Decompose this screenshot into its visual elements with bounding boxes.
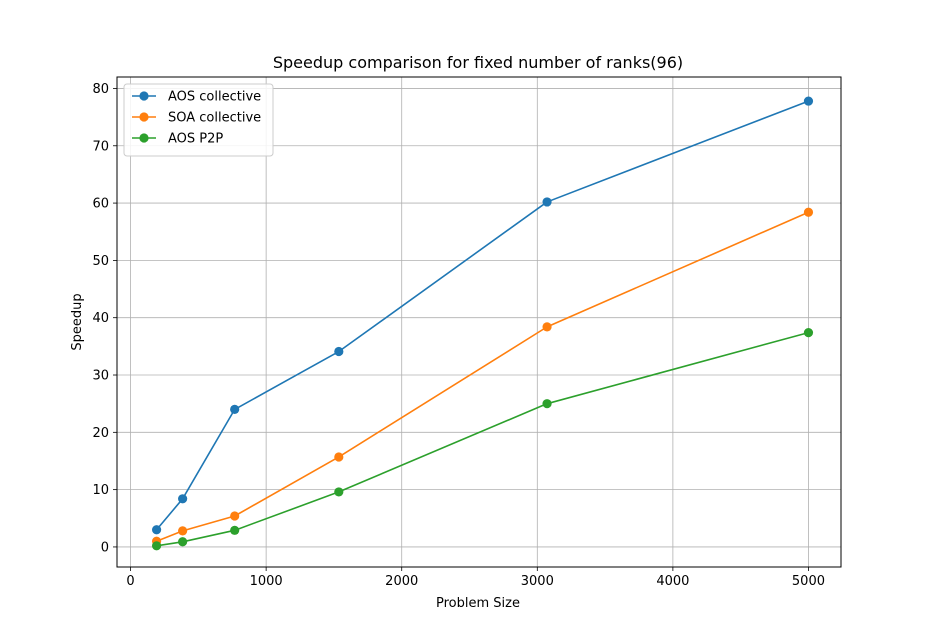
x-tick-label: 0 — [126, 574, 134, 589]
y-tick-label: 80 — [92, 82, 109, 97]
x-tick-label: 4000 — [656, 574, 689, 589]
data-point — [542, 322, 552, 332]
data-point — [334, 487, 344, 497]
x-tick-label: 3000 — [521, 574, 554, 589]
legend-box — [123, 83, 274, 157]
data-point — [230, 404, 240, 414]
data-point — [230, 511, 240, 521]
y-axis-label: Speedup — [70, 293, 85, 350]
data-point — [334, 346, 344, 357]
y-tick-label: 20 — [92, 426, 109, 441]
x-tick-label: 2000 — [385, 574, 418, 589]
legend-entry-label: AOS collective — [168, 90, 261, 105]
data-point — [151, 525, 162, 535]
data-point — [178, 526, 188, 536]
series-2 — [151, 328, 814, 551]
x-tick-label: 1000 — [250, 574, 283, 589]
data-point — [803, 96, 814, 106]
y-tick-label: 70 — [92, 139, 109, 154]
grid — [117, 77, 841, 567]
plot-frame — [116, 76, 842, 568]
series-line — [155, 100, 809, 531]
data-point — [151, 541, 162, 551]
legend-marker — [139, 112, 149, 122]
y-tick-label: 0 — [101, 540, 109, 555]
series-layer — [151, 96, 814, 551]
series-0 — [151, 96, 814, 535]
x-tick-label: 5000 — [792, 574, 825, 589]
legend-entry-label: AOS P2P — [168, 132, 223, 147]
legend: AOS collective SOA collective AOS P2P — [123, 83, 274, 157]
y-tick-label: 40 — [92, 311, 109, 326]
data-point — [542, 197, 552, 207]
y-tick-label: 30 — [92, 369, 109, 384]
chart-title: Speedup comparison for fixed number of r… — [273, 53, 683, 72]
x-axis-label: Problem Size — [436, 596, 520, 611]
data-point — [803, 328, 814, 338]
y-tick-label: 50 — [92, 254, 109, 269]
data-point — [230, 525, 240, 535]
legend-entry-label: SOA collective — [168, 111, 261, 126]
data-point — [178, 537, 188, 547]
data-point — [178, 494, 188, 504]
axis-ticks: 0 1000 2000 3000 4000 5000 0 10 20 30 40 50 60 70 80 — [92, 82, 825, 589]
y-tick-label: 60 — [92, 197, 109, 212]
data-point — [334, 452, 344, 462]
legend-marker — [139, 133, 149, 143]
legend-marker — [139, 91, 149, 101]
data-point — [542, 399, 552, 409]
series-line — [156, 211, 809, 542]
y-tick-label: 10 — [92, 483, 109, 498]
data-point — [803, 207, 814, 217]
